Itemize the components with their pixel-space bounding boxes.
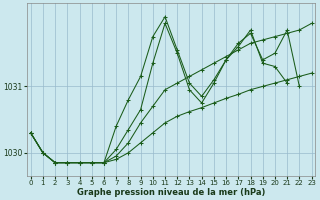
X-axis label: Graphe pression niveau de la mer (hPa): Graphe pression niveau de la mer (hPa) <box>77 188 265 197</box>
